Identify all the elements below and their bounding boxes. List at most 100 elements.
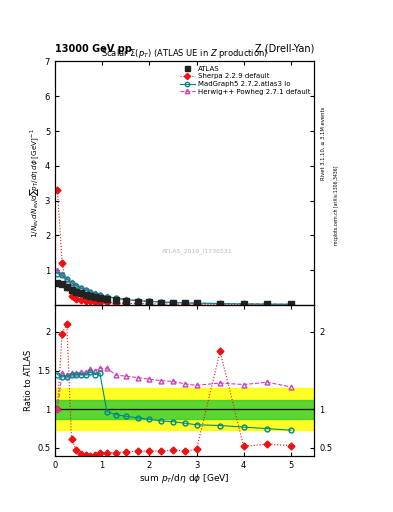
ATLAS xyxy=(114,297,119,303)
ATLAS xyxy=(147,299,152,305)
ATLAS xyxy=(60,281,64,287)
Sherpa 2.2.9 default xyxy=(97,299,102,305)
X-axis label: sum $p_T$/d$\eta$ d$\phi$ [GeV]: sum $p_T$/d$\eta$ d$\phi$ [GeV] xyxy=(140,472,230,485)
Sherpa 2.2.9 default xyxy=(93,298,97,305)
Herwig++ Powheg 2.7.1 default xyxy=(288,301,293,307)
Sherpa 2.2.9 default xyxy=(60,260,64,266)
Text: 13000 GeV pp: 13000 GeV pp xyxy=(55,44,132,54)
Herwig++ Powheg 2.7.1 default xyxy=(241,301,246,307)
Sherpa 2.2.9 default xyxy=(182,301,187,307)
MadGraph5 2.7.2.atlas3 lo xyxy=(288,301,293,307)
Sherpa 2.2.9 default xyxy=(83,297,88,304)
Herwig++ Powheg 2.7.1 default xyxy=(105,293,109,300)
ATLAS xyxy=(265,301,270,307)
Sherpa 2.2.9 default xyxy=(88,298,93,305)
Sherpa 2.2.9 default xyxy=(74,295,79,302)
Herwig++ Powheg 2.7.1 default xyxy=(97,292,102,298)
Sherpa 2.2.9 default xyxy=(105,300,109,306)
Sherpa 2.2.9 default xyxy=(79,297,83,303)
Text: Z (Drell-Yan): Z (Drell-Yan) xyxy=(255,44,314,54)
MadGraph5 2.7.2.atlas3 lo xyxy=(194,300,199,306)
Herwig++ Powheg 2.7.1 default xyxy=(218,301,222,307)
Sherpa 2.2.9 default xyxy=(114,300,119,306)
MadGraph5 2.7.2.atlas3 lo xyxy=(218,301,222,307)
ATLAS xyxy=(55,280,60,286)
Sherpa 2.2.9 default xyxy=(64,284,69,290)
Herwig++ Powheg 2.7.1 default xyxy=(194,300,199,306)
Sherpa 2.2.9 default xyxy=(194,301,199,307)
Sherpa 2.2.9 default xyxy=(147,301,152,307)
MadGraph5 2.7.2.atlas3 lo xyxy=(60,272,64,279)
MadGraph5 2.7.2.atlas3 lo xyxy=(114,295,119,302)
Title: Scalar $\Sigma(p_T)$ (ATLAS UE in $Z$ production): Scalar $\Sigma(p_T)$ (ATLAS UE in $Z$ pr… xyxy=(101,47,268,60)
MadGraph5 2.7.2.atlas3 lo xyxy=(135,297,140,304)
ATLAS xyxy=(288,301,293,307)
MadGraph5 2.7.2.atlas3 lo xyxy=(265,301,270,307)
MadGraph5 2.7.2.atlas3 lo xyxy=(182,300,187,306)
Herwig++ Powheg 2.7.1 default xyxy=(60,271,64,278)
MadGraph5 2.7.2.atlas3 lo xyxy=(55,270,60,276)
Y-axis label: Ratio to ATLAS: Ratio to ATLAS xyxy=(24,350,33,411)
Sherpa 2.2.9 default xyxy=(171,301,175,307)
Herwig++ Powheg 2.7.1 default xyxy=(265,301,270,307)
Herwig++ Powheg 2.7.1 default xyxy=(55,267,60,273)
Sherpa 2.2.9 default xyxy=(288,302,293,308)
Text: mcplots.cern.ch [arXiv:1306.3436]: mcplots.cern.ch [arXiv:1306.3436] xyxy=(334,165,339,245)
ATLAS xyxy=(83,292,88,298)
ATLAS xyxy=(79,290,83,296)
ATLAS xyxy=(123,298,128,304)
ATLAS xyxy=(159,300,163,306)
Herwig++ Powheg 2.7.1 default xyxy=(64,276,69,282)
MadGraph5 2.7.2.atlas3 lo xyxy=(241,301,246,307)
ATLAS xyxy=(241,301,246,307)
Herwig++ Powheg 2.7.1 default xyxy=(83,287,88,293)
ATLAS xyxy=(88,293,93,300)
MadGraph5 2.7.2.atlas3 lo xyxy=(147,298,152,305)
Sherpa 2.2.9 default xyxy=(123,300,128,306)
ATLAS xyxy=(182,300,187,306)
MadGraph5 2.7.2.atlas3 lo xyxy=(79,285,83,291)
Herwig++ Powheg 2.7.1 default xyxy=(74,283,79,289)
Text: ATLAS_2019_I1736531: ATLAS_2019_I1736531 xyxy=(162,248,233,254)
MadGraph5 2.7.2.atlas3 lo xyxy=(123,296,128,303)
Herwig++ Powheg 2.7.1 default xyxy=(93,290,97,296)
ATLAS xyxy=(218,301,222,307)
MadGraph5 2.7.2.atlas3 lo xyxy=(97,292,102,298)
Herwig++ Powheg 2.7.1 default xyxy=(159,299,163,305)
Herwig++ Powheg 2.7.1 default xyxy=(88,289,93,295)
Sherpa 2.2.9 default xyxy=(69,292,74,298)
MadGraph5 2.7.2.atlas3 lo xyxy=(64,276,69,282)
Line: Herwig++ Powheg 2.7.1 default: Herwig++ Powheg 2.7.1 default xyxy=(55,268,293,307)
MadGraph5 2.7.2.atlas3 lo xyxy=(74,283,79,289)
ATLAS xyxy=(135,298,140,305)
MadGraph5 2.7.2.atlas3 lo xyxy=(83,287,88,293)
Sherpa 2.2.9 default xyxy=(241,302,246,308)
MadGraph5 2.7.2.atlas3 lo xyxy=(105,294,109,300)
Herwig++ Powheg 2.7.1 default xyxy=(79,285,83,291)
Herwig++ Powheg 2.7.1 default xyxy=(114,295,119,301)
Sherpa 2.2.9 default xyxy=(159,301,163,307)
Y-axis label: $1/N_{ev}\,dN_{ev}/d\!\sum\!p_T/d\eta\,d\phi\;[\mathrm{GeV}]^{-1}$: $1/N_{ev}\,dN_{ev}/d\!\sum\!p_T/d\eta\,d… xyxy=(28,129,40,238)
Sherpa 2.2.9 default xyxy=(135,301,140,307)
Herwig++ Powheg 2.7.1 default xyxy=(147,298,152,304)
ATLAS xyxy=(69,287,74,293)
Sherpa 2.2.9 default xyxy=(218,302,222,308)
ATLAS xyxy=(105,296,109,303)
ATLAS xyxy=(171,300,175,306)
MadGraph5 2.7.2.atlas3 lo xyxy=(88,289,93,295)
Legend: ATLAS, Sherpa 2.2.9 default, MadGraph5 2.7.2.atlas3 lo, Herwig++ Powheg 2.7.1 de: ATLAS, Sherpa 2.2.9 default, MadGraph5 2… xyxy=(179,65,311,96)
MadGraph5 2.7.2.atlas3 lo xyxy=(171,300,175,306)
Line: ATLAS: ATLAS xyxy=(55,281,294,307)
Line: MadGraph5 2.7.2.atlas3 lo: MadGraph5 2.7.2.atlas3 lo xyxy=(55,271,293,307)
ATLAS xyxy=(74,289,79,295)
Herwig++ Powheg 2.7.1 default xyxy=(69,279,74,285)
Text: Rivet 3.1.10, ≥ 3.1M events: Rivet 3.1.10, ≥ 3.1M events xyxy=(320,106,325,180)
ATLAS xyxy=(93,294,97,301)
Herwig++ Powheg 2.7.1 default xyxy=(123,296,128,303)
ATLAS xyxy=(64,284,69,290)
Sherpa 2.2.9 default xyxy=(265,302,270,308)
Line: Sherpa 2.2.9 default: Sherpa 2.2.9 default xyxy=(55,188,293,307)
Herwig++ Powheg 2.7.1 default xyxy=(135,297,140,304)
Sherpa 2.2.9 default xyxy=(55,187,60,193)
MadGraph5 2.7.2.atlas3 lo xyxy=(93,291,97,297)
